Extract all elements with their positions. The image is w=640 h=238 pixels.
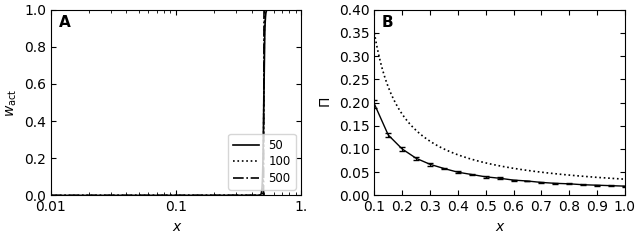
100	[169, 194, 177, 197]
X-axis label: x: x	[495, 220, 504, 234]
Line: 100: 100	[51, 10, 301, 195]
X-axis label: x: x	[172, 220, 180, 234]
500	[291, 8, 298, 11]
50	[291, 8, 298, 11]
100	[163, 194, 170, 197]
50	[60, 194, 68, 197]
50	[169, 194, 177, 197]
Legend: 50, 100, 500: 50, 100, 500	[228, 134, 296, 189]
500	[47, 194, 55, 197]
Text: B: B	[382, 15, 394, 30]
50	[298, 8, 305, 11]
100	[269, 8, 276, 11]
100	[291, 8, 298, 11]
100	[244, 194, 252, 197]
Line: 500: 500	[51, 10, 301, 195]
Y-axis label: $w_\mathrm{act}$: $w_\mathrm{act}$	[4, 89, 19, 117]
50	[163, 194, 170, 197]
Y-axis label: $\Pi$: $\Pi$	[319, 97, 333, 108]
50	[276, 8, 284, 11]
500	[291, 8, 298, 11]
500	[262, 8, 269, 11]
Text: A: A	[58, 15, 70, 30]
500	[244, 194, 252, 197]
Line: 50: 50	[51, 10, 301, 195]
500	[163, 194, 170, 197]
50	[47, 194, 55, 197]
100	[60, 194, 68, 197]
50	[291, 8, 298, 11]
500	[298, 8, 305, 11]
100	[291, 8, 298, 11]
500	[169, 194, 177, 197]
50	[244, 194, 252, 197]
500	[60, 194, 68, 197]
100	[47, 194, 55, 197]
100	[298, 8, 305, 11]
